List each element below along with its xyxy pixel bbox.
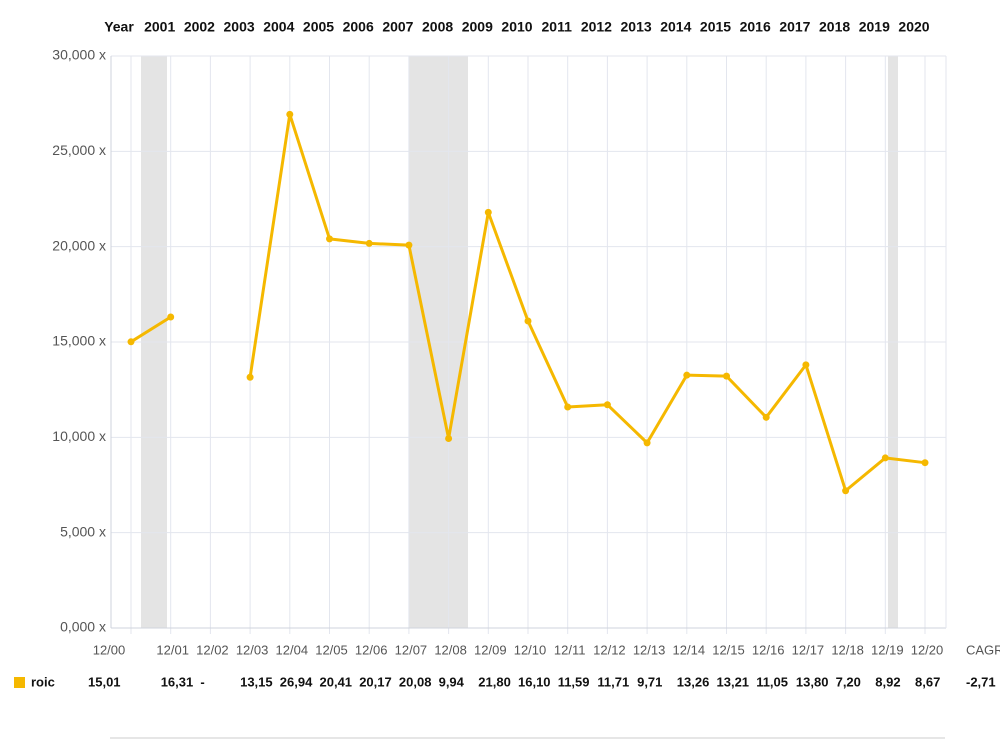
data-point: [484, 208, 492, 216]
data-point: [881, 454, 889, 462]
data-point: [127, 338, 135, 346]
value-label: 9,94: [439, 674, 465, 689]
header-year: 2007: [382, 19, 413, 35]
y-tick-label: 15,000 x: [52, 333, 106, 349]
data-point: [603, 401, 611, 409]
x-tick-label: 12/02: [196, 642, 229, 657]
x-tick-label: 12/15: [712, 642, 745, 657]
x-tick-label: 12/00: [93, 642, 126, 657]
data-point: [643, 439, 651, 447]
data-point: [246, 373, 254, 381]
header-year: 2017: [779, 19, 810, 35]
value-label: 16,31: [161, 674, 194, 689]
y-tick-label: 10,000 x: [52, 428, 106, 444]
cagr-value: -2,71: [966, 674, 996, 689]
x-tick-label: 12/07: [395, 642, 428, 657]
value-label: 11,05: [756, 674, 788, 689]
header-year: 2013: [621, 19, 652, 35]
y-tick-label: 25,000 x: [52, 142, 106, 158]
value-label: 11,59: [558, 674, 590, 689]
header-year: 2006: [343, 19, 374, 35]
value-label: 20,08: [399, 674, 432, 689]
header-year: 2010: [501, 19, 532, 35]
header-year: 2020: [898, 19, 929, 35]
value-label: 8,92: [875, 674, 900, 689]
x-tick-label: 12/18: [831, 642, 864, 657]
value-label: 9,71: [637, 674, 662, 689]
header-year: 2004: [263, 19, 294, 35]
x-tick-label: 12/05: [315, 642, 348, 657]
header-year: 2019: [859, 19, 890, 35]
data-point: [405, 241, 413, 249]
data-point: [842, 487, 850, 495]
value-label: 26,94: [280, 674, 313, 689]
y-tick-label: 0,000 x: [60, 619, 106, 635]
value-label: 15,01: [88, 674, 121, 689]
y-tick-label: 20,000 x: [52, 237, 106, 253]
value-label: 20,17: [359, 674, 392, 689]
x-tick-label: 12/19: [871, 642, 904, 657]
series-line: [130, 112, 926, 493]
x-tick-label: 12/13: [633, 642, 666, 657]
data-point: [921, 459, 929, 467]
x-tick-label: 12/20: [911, 642, 944, 657]
header-year: 2014: [660, 19, 691, 35]
data-point: [365, 239, 373, 247]
value-label: 8,67: [915, 674, 940, 689]
x-tick-label: 12/09: [474, 642, 507, 657]
x-tick-label: 12/11: [554, 642, 586, 657]
x-tick-label: 12/04: [276, 642, 309, 657]
data-point: [524, 317, 532, 325]
x-tick-label: 12/03: [236, 642, 269, 657]
header-year: 2011: [542, 19, 573, 35]
x-tick-label: 12/08: [434, 642, 467, 657]
x-tick-label: 12/14: [673, 642, 706, 657]
value-label: 20,41: [320, 674, 353, 689]
x-tick-label: 12/12: [593, 642, 626, 657]
header-year: 2015: [700, 19, 731, 35]
header-year: 2002: [184, 19, 215, 35]
header-year: 2009: [462, 19, 493, 35]
value-label: 13,26: [677, 674, 710, 689]
header-year: 2005: [303, 19, 334, 35]
x-tick-label: 12/16: [752, 642, 785, 657]
value-label: 16,10: [518, 674, 551, 689]
header-year: 2018: [819, 19, 850, 35]
value-label: 7,20: [836, 674, 861, 689]
header-year: 2016: [740, 19, 771, 35]
data-point: [326, 235, 333, 243]
x-tick-label: 12/01: [156, 642, 189, 657]
data-point: [286, 110, 294, 118]
data-point: [802, 361, 810, 369]
data-point: [564, 403, 572, 411]
data-point: [445, 434, 453, 442]
header-year: 2003: [224, 19, 255, 35]
x-tick-label: 12/06: [355, 642, 388, 657]
cagr-label: CAGR: [966, 642, 1000, 657]
value-label: -: [200, 674, 204, 689]
x-tick-label: 12/17: [792, 642, 825, 657]
value-label: 13,80: [796, 674, 829, 689]
legend-label: roic: [31, 674, 55, 689]
x-tick-label: 12/10: [514, 642, 547, 657]
value-label: 13,21: [717, 674, 750, 689]
header-year: 2008: [422, 19, 453, 35]
data-point: [762, 413, 770, 421]
legend-swatch: [14, 677, 25, 688]
data-point: [683, 371, 691, 379]
data-point: [723, 372, 730, 380]
header-year: 2012: [581, 19, 612, 35]
y-tick-label: 5,000 x: [60, 523, 106, 539]
data-point: [167, 313, 175, 321]
y-tick-label: 30,000 x: [52, 47, 106, 63]
value-label: 21,80: [478, 674, 511, 689]
header-year: 2001: [144, 19, 175, 35]
value-label: 11,71: [597, 674, 629, 689]
value-label: 13,15: [240, 674, 273, 689]
header-label: Year: [104, 19, 134, 35]
